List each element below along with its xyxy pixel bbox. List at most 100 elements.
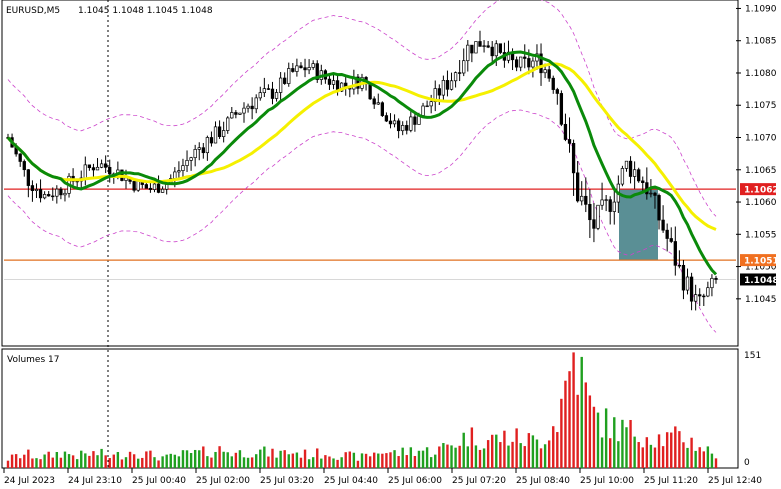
candle [669,227,673,244]
candle-body [238,112,242,115]
price-badge-label: 1.1051 [744,257,779,267]
candle-body [87,164,92,169]
candle-body [669,238,673,242]
volume-bar [429,457,433,468]
volume-bar [230,456,233,468]
volume-bar [552,426,555,468]
candle-body [283,77,287,84]
volume-bar [515,428,518,468]
volume-bar [670,432,673,468]
candle [197,142,201,161]
candle-body [205,137,210,154]
candle-body [18,153,22,162]
candle [592,203,596,243]
volume-bar [580,356,583,468]
volume-bar [226,452,229,468]
candle-body [653,192,657,196]
candle [242,102,246,123]
candle-body [222,130,226,137]
time-tick-label: 25 Jul 07:20 [452,476,506,486]
volume-bar [141,457,144,468]
volume-bar [364,453,368,468]
volume-bar [283,450,286,468]
volume-bar [39,459,42,468]
candle-body [698,294,702,297]
candle-body [478,41,482,47]
volume-bar [120,459,124,468]
candle-body [449,80,454,90]
volume-bar [556,432,559,468]
volume-bar [682,442,685,468]
candle [250,97,254,120]
candle-body [519,56,523,68]
volume-bar [385,453,388,468]
candle-body [368,83,372,100]
volume-bar [234,452,238,468]
volume-bar [336,459,339,468]
candle [612,188,616,225]
volume-bar [442,443,445,468]
candle [189,156,193,171]
candle [563,113,568,142]
candle-body [242,107,246,114]
candle [539,43,543,86]
candle-body [209,137,214,144]
candle-body [694,294,698,302]
time-tick-label: 25 Jul 08:40 [516,476,570,486]
candle-body [254,97,258,110]
candle-body [83,164,87,179]
candle [270,81,275,105]
volume-bar [108,458,111,468]
candle [486,40,490,49]
candle-body [193,149,197,159]
candle-body [421,105,425,116]
candle-body [563,123,568,140]
volume-bar [678,431,681,468]
time-tick-label: 25 Jul 00:40 [132,476,186,486]
candle [193,144,197,167]
candle-body [624,160,629,169]
candle-body [702,295,706,298]
time-tick-label: 25 Jul 03:20 [260,476,314,486]
candle-body [266,88,271,90]
candle [307,59,311,75]
candle-body [441,80,446,96]
main-panel-frame [1,0,739,347]
candle [213,121,218,144]
volume-bar [340,457,343,468]
volume-bar [633,436,636,468]
price-badge-1.1062 [740,183,776,196]
volume-bar [157,460,160,468]
candle-body [234,112,238,115]
volume-bar [425,447,429,468]
moving-average-green [6,50,718,276]
candle-body [677,264,682,267]
volume-bar [645,437,649,468]
candle-body [104,163,108,168]
volume-bar [352,452,356,468]
candle [262,77,266,98]
volume-bar [600,437,604,468]
candle-body [458,72,462,74]
volume-bar [344,452,347,468]
candle [425,100,429,108]
price-tick-label: 1.1080 [745,69,777,79]
candle-body [26,169,30,186]
candle [523,44,527,69]
candle-body [185,160,189,166]
candle [571,139,576,196]
candle-body [376,102,380,105]
candle [287,62,291,87]
volume-bar [621,419,624,468]
candle-body [632,169,637,177]
candle [254,94,258,114]
candle [689,272,694,311]
candle-body [388,120,393,125]
candle-body [274,92,279,99]
volume-bar [291,453,295,468]
candle [462,48,466,77]
volume-bar [222,451,225,468]
candle-body [580,195,584,202]
volume-bar [177,456,181,468]
candle [246,103,250,113]
